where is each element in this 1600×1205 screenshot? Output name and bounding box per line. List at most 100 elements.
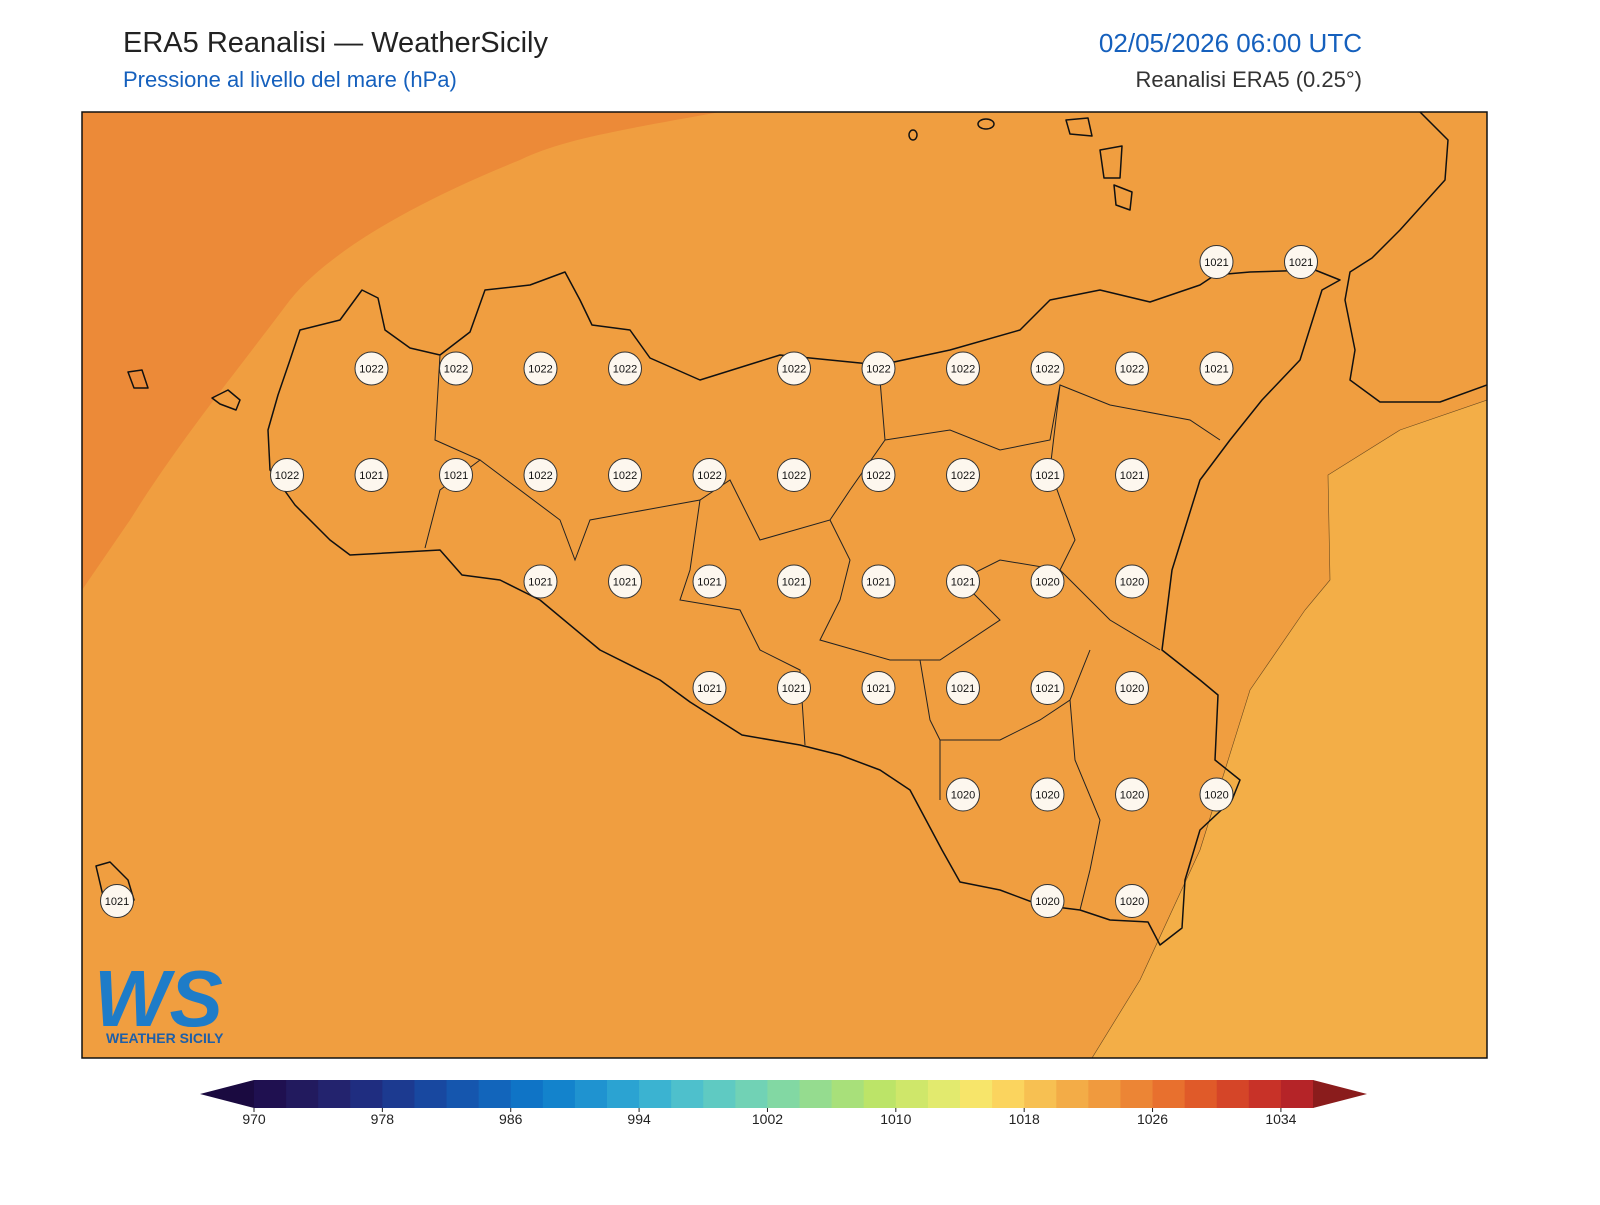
colorbar-bin bbox=[478, 1080, 512, 1108]
station-marker bbox=[861, 671, 896, 705]
sicily-coast bbox=[267, 269, 1341, 946]
colorbar-bin bbox=[1248, 1080, 1282, 1108]
station-value: 1021 bbox=[697, 683, 721, 695]
station-marker bbox=[946, 777, 980, 812]
colorbar-bin bbox=[574, 1080, 608, 1108]
station-marker bbox=[354, 458, 389, 492]
colorbar-tick-label: 1018 bbox=[1009, 1111, 1040, 1127]
colorbar-bin bbox=[927, 1080, 961, 1108]
station-marker bbox=[100, 884, 134, 918]
station-value: 1020 bbox=[1035, 896, 1059, 908]
station-marker bbox=[608, 351, 642, 386]
station-value: 1021 bbox=[866, 683, 890, 695]
station-marker bbox=[439, 351, 473, 386]
logo: WS WEATHER SICILY bbox=[94, 954, 224, 1046]
colorbar-bin bbox=[735, 1080, 768, 1108]
colorbar-bin bbox=[831, 1080, 865, 1108]
station-marker bbox=[1199, 777, 1234, 812]
station-value: 1022 bbox=[951, 364, 975, 376]
station-value: 1020 bbox=[1120, 790, 1144, 802]
logo-text: WEATHER SICILY bbox=[106, 1030, 224, 1046]
colorbar-bin bbox=[895, 1080, 929, 1108]
station-value: 1021 bbox=[866, 577, 890, 589]
station-marker bbox=[608, 564, 642, 599]
colorbar-bin bbox=[510, 1080, 544, 1108]
source: Reanalisi ERA5 (0.25°) bbox=[1136, 67, 1362, 92]
subtitle: Pressione al livello del mare (hPa) bbox=[123, 67, 457, 92]
colorbar-over bbox=[1313, 1080, 1367, 1108]
station-value: 1021 bbox=[1035, 683, 1059, 695]
station-value: 1020 bbox=[1120, 683, 1144, 695]
station-marker bbox=[354, 351, 389, 386]
colorbar-bin bbox=[1024, 1080, 1057, 1108]
station-marker bbox=[777, 671, 811, 705]
station-marker bbox=[1115, 777, 1149, 812]
colorbar-bin bbox=[350, 1080, 383, 1108]
station-marker bbox=[523, 458, 558, 492]
station-value: 1021 bbox=[444, 470, 468, 482]
station-value: 1022 bbox=[782, 470, 806, 482]
colorbar: 970 978 986 994 1002 1010 1018 1026 1034 bbox=[200, 1080, 1367, 1127]
station-value: 1022 bbox=[444, 364, 468, 376]
colorbar-bin bbox=[639, 1080, 672, 1108]
logo-mark: WS bbox=[94, 954, 223, 1043]
station-value: 1021 bbox=[1204, 364, 1228, 376]
colorbar-bin bbox=[767, 1080, 801, 1108]
station-value: 1022 bbox=[613, 364, 637, 376]
station-marker bbox=[1284, 245, 1318, 279]
station-marker bbox=[1115, 884, 1149, 918]
station-value: 1022 bbox=[782, 364, 806, 376]
station-marker bbox=[1115, 351, 1149, 386]
station-marker bbox=[946, 671, 980, 705]
station-marker bbox=[692, 671, 727, 705]
station-value: 1020 bbox=[1120, 577, 1144, 589]
datetime: 02/05/2026 06:00 UTC bbox=[1099, 28, 1362, 58]
map-frame bbox=[81, 111, 1488, 1059]
colorbar-bin bbox=[863, 1080, 897, 1108]
station-marker bbox=[1115, 564, 1149, 599]
colorbar-bin bbox=[286, 1080, 319, 1108]
station-marker bbox=[608, 458, 642, 492]
station-value: 1020 bbox=[951, 790, 975, 802]
stations: 1021 1021 1022 1022 1022 1022 1022 1022 1022 1022… bbox=[100, 245, 1318, 918]
colorbar-bin bbox=[607, 1080, 640, 1108]
station-marker bbox=[861, 351, 896, 386]
colorbar-bin bbox=[1216, 1080, 1250, 1108]
station-marker bbox=[692, 458, 727, 492]
colorbar-bin bbox=[1184, 1080, 1218, 1108]
station-marker bbox=[861, 564, 896, 599]
colorbar-tick-label: 1026 bbox=[1137, 1111, 1168, 1127]
station-value: 1021 bbox=[528, 577, 552, 589]
station-value: 1020 bbox=[1035, 577, 1059, 589]
station-marker bbox=[777, 458, 811, 492]
station-value: 1021 bbox=[697, 577, 721, 589]
colorbar-tick-label: 1002 bbox=[752, 1111, 783, 1127]
colorbar-bin bbox=[1088, 1080, 1121, 1108]
station-value: 1022 bbox=[866, 364, 890, 376]
colorbar-bin bbox=[254, 1080, 287, 1108]
colorbar-bin bbox=[1056, 1080, 1089, 1108]
station-marker bbox=[270, 458, 304, 492]
station-marker bbox=[439, 458, 473, 492]
province-borders bbox=[424, 354, 1221, 911]
colorbar-tick-label: 1010 bbox=[880, 1111, 911, 1127]
station-marker bbox=[946, 458, 980, 492]
station-marker bbox=[777, 351, 811, 386]
station-marker bbox=[523, 564, 558, 599]
station-value: 1022 bbox=[528, 364, 552, 376]
station-marker bbox=[1030, 884, 1065, 918]
station-marker bbox=[946, 351, 980, 386]
station-value: 1021 bbox=[1035, 470, 1059, 482]
colorbar-bin bbox=[414, 1080, 448, 1108]
station-value: 1022 bbox=[528, 470, 552, 482]
station-value: 1020 bbox=[1035, 790, 1059, 802]
station-value: 1021 bbox=[613, 577, 637, 589]
colorbar-bin bbox=[1280, 1080, 1314, 1108]
station-value: 1022 bbox=[697, 470, 721, 482]
colorbar-bin bbox=[703, 1080, 736, 1108]
station-value: 1022 bbox=[951, 470, 975, 482]
colorbar-tick-label: 978 bbox=[371, 1111, 395, 1127]
colorbar-bin bbox=[446, 1080, 480, 1108]
colorbar-bin bbox=[992, 1080, 1025, 1108]
